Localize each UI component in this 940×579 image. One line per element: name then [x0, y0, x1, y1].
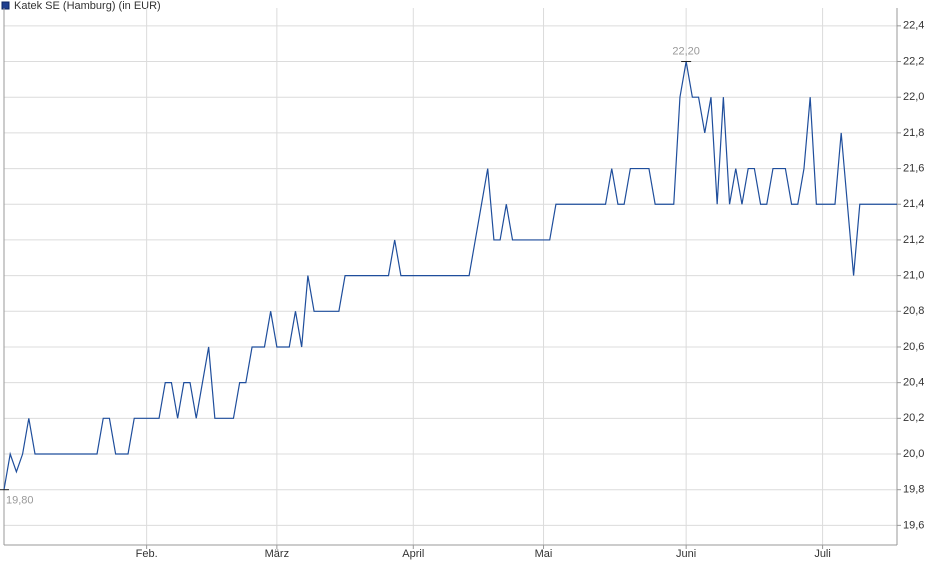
y-tick-label: 21,2	[903, 234, 924, 246]
x-tick-label: April	[402, 548, 424, 560]
x-tick-label: März	[265, 548, 289, 560]
y-tick-label: 21,4	[903, 198, 924, 210]
y-tick-label: 22,2	[903, 55, 924, 67]
y-tick-label: 19,6	[903, 519, 924, 531]
price-line	[3, 61, 897, 490]
y-tick-label: 22,4	[903, 20, 924, 32]
y-tick-label: 21,0	[903, 270, 924, 282]
y-tick-label: 21,6	[903, 162, 924, 174]
value-label: 22,20	[672, 45, 700, 57]
x-tick-label: Juli	[814, 548, 831, 560]
x-tick-label: Feb.	[136, 548, 158, 560]
chart-title: Katek SE (Hamburg) (in EUR)	[14, 0, 161, 12]
y-tick-label: 20,0	[903, 448, 924, 460]
legend-swatch	[1, 1, 10, 10]
x-tick-label: Juni	[676, 548, 696, 560]
y-tick-label: 19,8	[903, 484, 924, 496]
y-tick-label: 21,8	[903, 127, 924, 139]
x-tick-label: Mai	[535, 548, 553, 560]
y-tick-label: 22,0	[903, 91, 924, 103]
y-tick-label: 20,2	[903, 412, 924, 424]
y-tick-label: 20,6	[903, 341, 924, 353]
value-label: 19,80	[6, 495, 34, 507]
y-tick-label: 20,4	[903, 377, 924, 389]
y-tick-label: 20,8	[903, 305, 924, 317]
